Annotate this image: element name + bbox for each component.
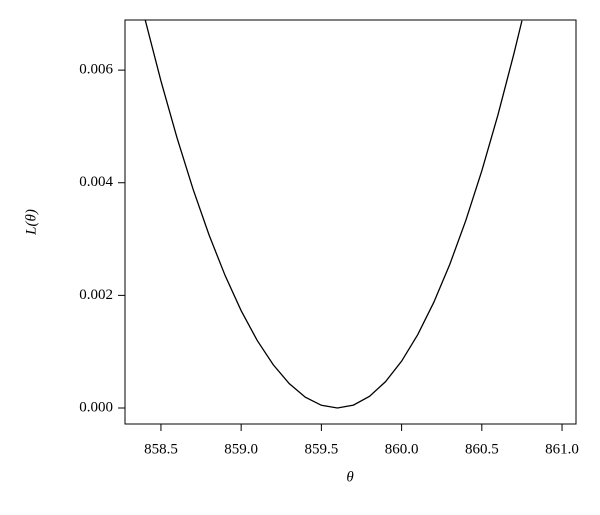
y-tick-label: 0.006: [79, 62, 113, 78]
y-tick-label: 0.002: [79, 287, 113, 303]
x-tick-label: 861.0: [545, 441, 579, 457]
x-tick-label: 858.5: [144, 441, 178, 457]
y-tick-label: 0.000: [79, 399, 113, 415]
y-tick-label: 0.004: [79, 174, 113, 190]
x-tick-label: 860.5: [465, 441, 499, 457]
plot-area: [144, 20, 523, 409]
y-axis-label: L(θ): [23, 209, 39, 236]
x-tick-label: 860.0: [385, 441, 419, 457]
x-axis-label: θ: [346, 469, 354, 485]
line-series: [144, 20, 523, 409]
x-tick-label: 859.5: [305, 441, 339, 457]
plot-frame: [124, 19, 577, 425]
x-tick-label: 859.0: [224, 441, 258, 457]
